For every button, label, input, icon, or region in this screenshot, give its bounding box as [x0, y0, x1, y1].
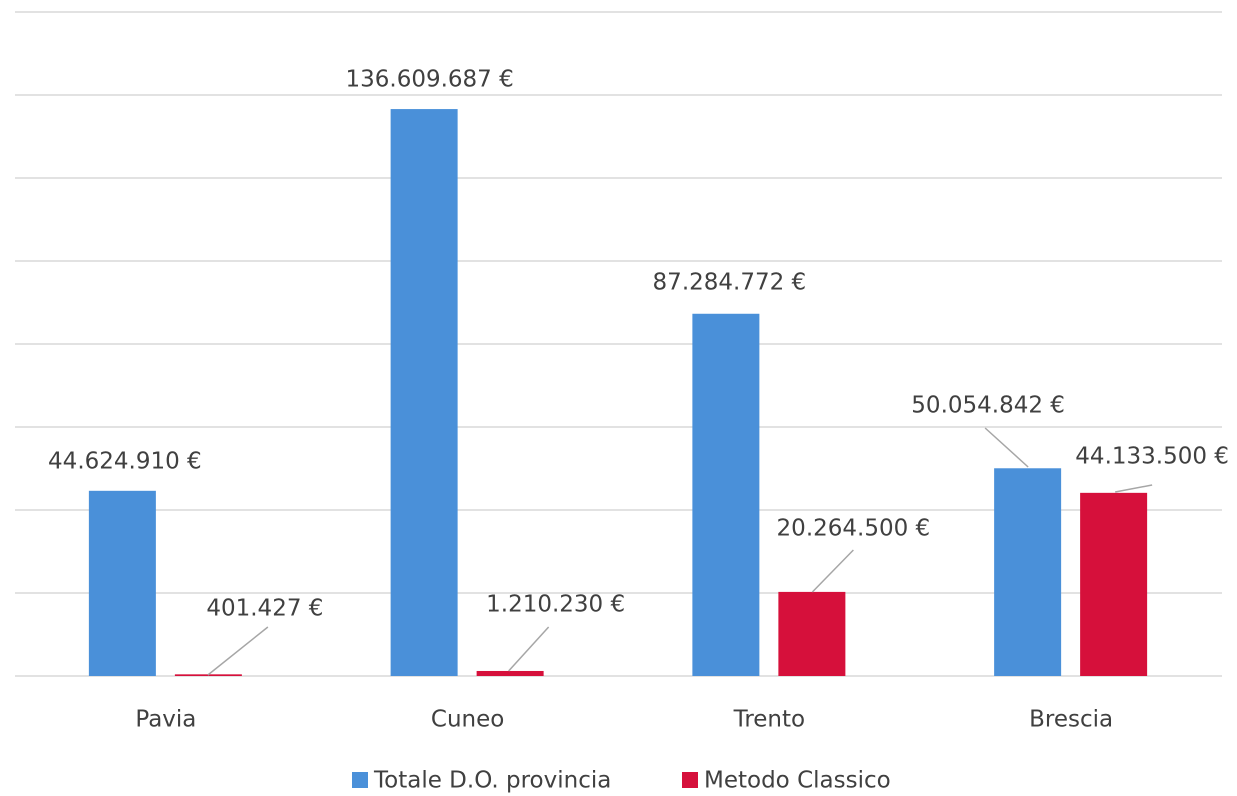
x-tick-label: Brescia — [1029, 707, 1113, 733]
data-label: 44.624.910 € — [48, 449, 202, 475]
bar — [476, 670, 544, 676]
data-label: 401.427 € — [206, 596, 323, 622]
data-label: 20.264.500 € — [777, 516, 931, 542]
bar — [88, 490, 156, 676]
data-label: 50.054.842 € — [911, 393, 1065, 419]
bar — [390, 109, 458, 676]
leader-line — [1114, 484, 1153, 493]
leader-line — [811, 549, 854, 593]
x-tick-label: Trento — [733, 707, 805, 733]
bar — [692, 313, 760, 676]
bar — [994, 468, 1062, 676]
leader-line — [207, 626, 269, 676]
leader-line — [508, 626, 550, 672]
leader-line — [984, 427, 1029, 468]
legend-swatch — [352, 772, 368, 788]
x-tick-label: Pavia — [135, 707, 196, 733]
x-tick-label: Cuneo — [431, 707, 504, 733]
legend-label: Metodo Classico — [704, 768, 891, 794]
data-label: 136.609.687 € — [345, 67, 513, 93]
bar — [778, 591, 846, 676]
bar — [1080, 492, 1148, 676]
legend-label: Totale D.O. provincia — [373, 768, 611, 794]
data-label: 44.133.500 € — [1075, 444, 1229, 470]
data-label: 1.210.230 € — [486, 592, 625, 618]
data-label: 87.284.772 € — [653, 270, 807, 296]
legend-swatch — [682, 772, 698, 788]
